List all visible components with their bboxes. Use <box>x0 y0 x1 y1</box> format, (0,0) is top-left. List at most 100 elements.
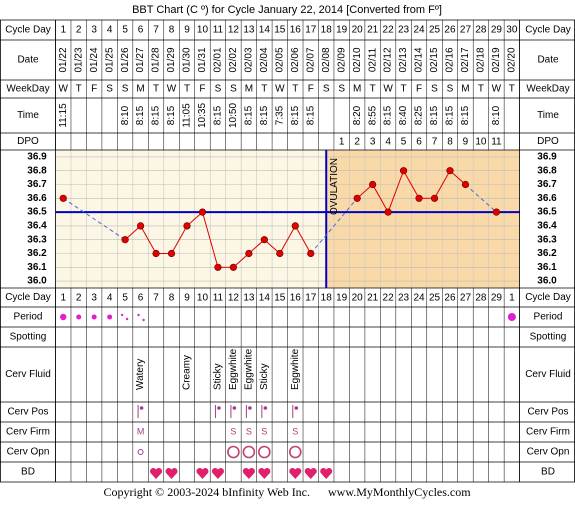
temp-point <box>369 180 377 189</box>
time: 8:15 <box>259 105 270 125</box>
temp-point <box>291 222 299 230</box>
date: 02/16 <box>445 47 456 72</box>
cycle-day: 5 <box>122 25 128 36</box>
date: 02/01 <box>213 47 224 72</box>
cerv-firm: S <box>292 426 298 436</box>
cycle-day: 9 <box>184 25 190 36</box>
date: 01/22 <box>58 47 69 72</box>
temp-segment <box>387 170 405 213</box>
cerv-fluid: Eggwhite <box>228 348 239 390</box>
row-label: Date <box>17 55 39 66</box>
dpo: 9 <box>463 137 469 148</box>
temp-point <box>229 263 238 271</box>
cycle-day-bottom: 27 <box>460 293 472 304</box>
dpo: 3 <box>370 137 376 148</box>
cerv-pos-dot <box>263 406 268 410</box>
temp-point <box>430 194 439 202</box>
temp-point <box>461 180 470 189</box>
row-label-right: Cerv Opn <box>527 447 570 458</box>
weekday: F <box>91 84 97 95</box>
cerv-firm: S <box>261 426 267 436</box>
weekday: S <box>323 84 330 95</box>
weekday: T <box>401 84 407 95</box>
temp-point <box>399 167 408 175</box>
dpo: 2 <box>354 137 360 148</box>
temp-point <box>214 263 222 271</box>
temp-point <box>307 249 315 258</box>
temp-point <box>59 194 67 202</box>
cerv-opn-large <box>227 445 240 459</box>
cycle-day-bottom: 1 <box>509 293 515 304</box>
weekday: T <box>370 84 376 95</box>
bd-heart <box>320 467 333 479</box>
cycle-day-bottom: 18 <box>321 293 333 304</box>
weekday: S <box>447 84 454 95</box>
y-tick-label-right: 36.3 <box>537 234 557 245</box>
cycle-day: 30 <box>506 25 518 36</box>
row-label: Spotting <box>10 332 47 343</box>
y-tick-label-right: 36.2 <box>537 248 557 259</box>
y-tick-label: 36.4 <box>27 221 47 232</box>
cycle-day: 28 <box>475 25 487 36</box>
weekday: T <box>292 84 298 95</box>
date: 02/06 <box>290 47 301 72</box>
cycle-day: 6 <box>138 25 144 36</box>
date: 02/19 <box>491 47 502 72</box>
temp-point <box>136 222 145 230</box>
row-label-right: Cerv Fluid <box>525 369 571 380</box>
bd-heart <box>242 467 255 479</box>
weekday: S <box>215 84 222 95</box>
cerv-fluid: Sticky <box>213 363 224 390</box>
date: 01/23 <box>73 47 84 72</box>
y-tick-label-right: 36.1 <box>537 262 557 273</box>
time: 10:35 <box>197 103 208 128</box>
row-label-right: Time <box>537 110 559 121</box>
date: 02/03 <box>244 47 255 72</box>
time: 8:15 <box>460 105 471 125</box>
cerv-pos-dot <box>294 406 299 410</box>
y-tick-label: 36.3 <box>27 234 47 245</box>
y-tick-label: 36.5 <box>27 207 47 218</box>
date: 02/05 <box>274 47 285 72</box>
weekday: S <box>106 84 113 95</box>
time: 7:35 <box>274 105 285 125</box>
temp-point <box>245 249 253 258</box>
date: 01/27 <box>135 47 146 72</box>
y-tick-label: 36.0 <box>27 276 47 287</box>
row-label-right: Cerv Firm <box>526 427 570 438</box>
date: 02/13 <box>398 47 409 72</box>
dpo: 5 <box>401 137 407 148</box>
cerv-firm: S <box>246 426 252 436</box>
cerv-fluid: Sticky <box>259 363 270 390</box>
date: 02/08 <box>321 47 332 72</box>
cycle-day: 26 <box>444 25 456 36</box>
row-label: Cerv Opn <box>7 447 50 458</box>
time: 8:15 <box>383 105 394 125</box>
row-label-right: WeekDay <box>526 84 569 95</box>
period-dot <box>91 314 97 320</box>
time: 11:05 <box>182 103 193 128</box>
temp-segment <box>279 225 296 254</box>
date: 02/18 <box>476 47 487 72</box>
footer: Copyright © 2003-2024 bInfinity Web Inc.… <box>103 485 471 499</box>
date: 01/31 <box>197 47 208 72</box>
cycle-day-bottom: 25 <box>429 293 441 304</box>
date: 02/10 <box>352 47 363 72</box>
weekday: S <box>230 84 237 95</box>
row-label: DPO <box>17 136 39 147</box>
row-label-right: Cerv Pos <box>527 407 568 418</box>
cycle-day-bottom: 20 <box>352 293 364 304</box>
date: 01/29 <box>166 47 177 72</box>
bd-heart <box>196 467 209 479</box>
cycle-day-bottom: 10 <box>197 293 209 304</box>
cycle-day-bottom: 23 <box>398 293 410 304</box>
cerv-pos-dot <box>139 406 144 410</box>
cycle-day-bottom: 22 <box>383 293 395 304</box>
cycle-day: 14 <box>259 25 271 36</box>
temp-point <box>415 194 423 202</box>
date: 02/12 <box>383 47 394 72</box>
temp-segment <box>403 170 420 199</box>
cerv-opn-large <box>242 445 256 459</box>
cycle-day: 1 <box>60 25 66 36</box>
cycle-day: 16 <box>290 25 302 36</box>
